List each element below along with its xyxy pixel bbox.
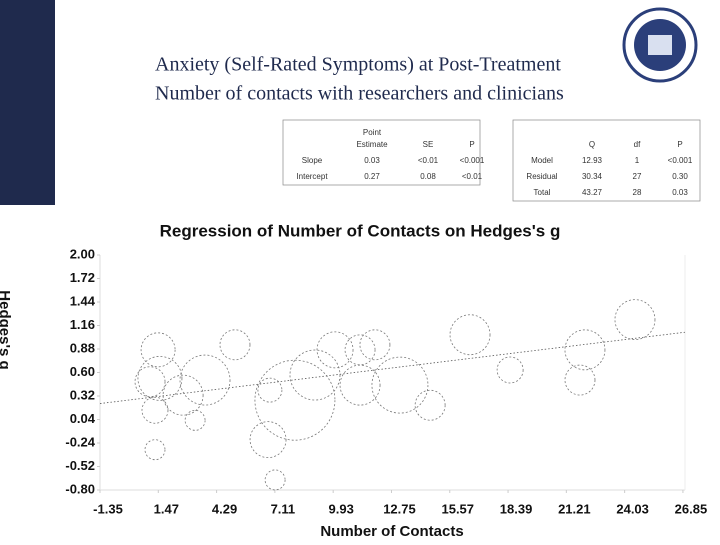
bubble	[564, 329, 606, 371]
table-cell: 30.34	[582, 172, 603, 181]
bubble	[144, 439, 166, 461]
table-cell: 28	[633, 188, 642, 197]
chart-panel	[0, 205, 720, 540]
table-cell: 27	[633, 172, 642, 181]
table-cell: 0.30	[672, 172, 688, 181]
bubble	[137, 355, 183, 401]
y-tick-label: -0.24	[65, 434, 95, 449]
table-cell: 0.27	[364, 172, 380, 181]
y-tick-label: 0.88	[70, 340, 95, 355]
table-cell: <0.001	[460, 156, 485, 165]
y-tick-label: 2.00	[70, 246, 95, 261]
table-cell: 1	[635, 156, 640, 165]
table-cell: 0.08	[420, 172, 436, 181]
bubble	[141, 396, 169, 424]
bubble	[184, 409, 206, 431]
table-header: Q	[589, 140, 595, 149]
bubble	[179, 354, 231, 406]
table-frame	[512, 119, 701, 202]
title-line: Number of contacts with researchers and …	[155, 83, 564, 105]
bubble	[359, 329, 391, 361]
table-header: P	[469, 140, 474, 149]
bubble	[414, 389, 446, 421]
row-label: Total	[534, 188, 551, 197]
y-tick-label: 1.72	[70, 270, 95, 285]
x-tick-label: 21.21	[558, 501, 591, 516]
bubble	[162, 374, 204, 416]
crest	[622, 7, 698, 83]
bubble	[249, 421, 287, 459]
table-frame	[282, 119, 481, 186]
y-axis-label: Hedges's g	[0, 290, 13, 369]
x-tick-label: 15.57	[441, 501, 474, 516]
table-header: Point Estimate	[356, 128, 388, 149]
y-tick-label: -0.80	[65, 481, 95, 496]
table-header: P	[677, 140, 682, 149]
table-cell: <0.001	[668, 156, 693, 165]
title-line: Anxiety (Self-Rated Symptoms) at Post-Tr…	[155, 54, 561, 76]
table-cell: <0.01	[418, 156, 439, 165]
bubble	[289, 349, 341, 401]
x-tick-label: 4.29	[212, 501, 237, 516]
table-cell: 43.27	[582, 188, 603, 197]
bubble	[257, 377, 283, 403]
x-tick-label: 24.03	[616, 501, 649, 516]
bubble	[219, 329, 251, 361]
x-tick-label: 7.11	[271, 501, 296, 516]
bubble	[339, 364, 381, 406]
bubble	[140, 332, 176, 368]
table-cell: 12.93	[582, 156, 603, 165]
y-tick-label: 1.16	[70, 317, 95, 332]
x-tick-label: 9.93	[329, 501, 354, 516]
x-tick-label: 12.75	[383, 501, 416, 516]
y-tick-label: 0.60	[70, 364, 95, 379]
y-tick-label: 0.32	[70, 387, 95, 402]
x-tick-label: 26.85	[675, 501, 708, 516]
bubble	[264, 469, 286, 491]
bubble	[344, 334, 376, 366]
bubble	[371, 356, 429, 414]
row-label: Slope	[302, 156, 323, 165]
chart-title: Regression of Number of Contacts on Hedg…	[160, 221, 561, 240]
row-label: Residual	[526, 172, 557, 181]
bubble	[614, 299, 656, 341]
row-label: Intercept	[296, 172, 328, 181]
table-cell: <0.01	[462, 172, 483, 181]
table-cell: 0.03	[364, 156, 380, 165]
regression-line	[99, 331, 686, 404]
table-header: SE	[423, 140, 434, 149]
bubble	[449, 314, 491, 356]
bubble	[134, 366, 166, 398]
x-tick-label: 1.47	[154, 501, 179, 516]
table-cell: 0.03	[672, 188, 688, 197]
side-bar	[0, 0, 55, 205]
x-tick-label: -1.35	[93, 501, 123, 516]
y-tick-label: -0.52	[65, 458, 95, 473]
x-tick-label: 18.39	[500, 501, 533, 516]
bubble	[496, 356, 524, 384]
x-axis-label: Number of Contacts	[320, 523, 463, 540]
bubble	[564, 364, 596, 396]
y-tick-label: 0.04	[70, 411, 96, 426]
table-header: df	[634, 140, 641, 149]
y-tick-label: 1.44	[70, 293, 96, 308]
row-label: Model	[531, 156, 553, 165]
bubble	[316, 331, 354, 369]
